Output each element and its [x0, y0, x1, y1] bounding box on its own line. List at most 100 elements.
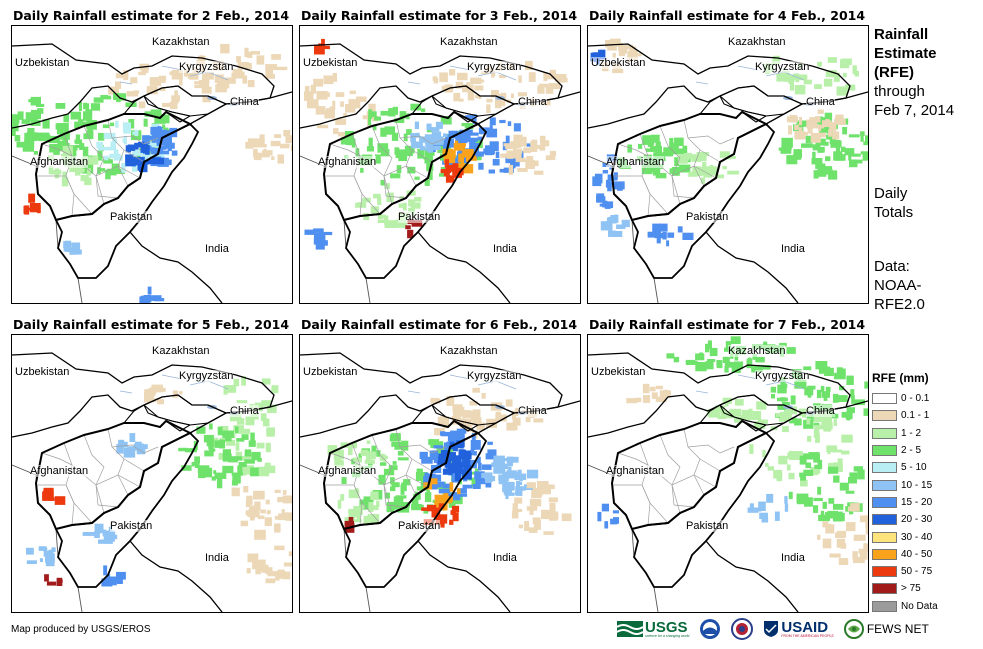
legend-item: 40 - 50	[872, 546, 938, 563]
rain-cell	[608, 216, 612, 227]
rain-cell	[283, 130, 291, 137]
province-border	[123, 458, 145, 472]
rain-cell	[395, 150, 404, 158]
country-label-pakistan: Pakistan	[686, 520, 729, 532]
rain-cell	[325, 108, 331, 118]
rain-cell	[98, 132, 105, 141]
rain-cell	[688, 171, 698, 177]
rain-cell	[324, 240, 328, 246]
rain-cell	[122, 73, 129, 77]
rain-cell	[529, 498, 542, 507]
rain-cell	[438, 453, 450, 458]
rain-cell	[505, 399, 513, 407]
rain-cell	[348, 141, 354, 146]
rain-cell	[56, 577, 63, 586]
country-label-india: India	[205, 552, 229, 564]
rain-cell	[86, 168, 91, 176]
legend-item: 0.1 - 1	[872, 407, 938, 424]
rain-cell	[613, 46, 617, 51]
rain-cell	[71, 242, 81, 252]
rain-cell	[105, 530, 116, 539]
rain-cell	[203, 434, 214, 443]
rain-cell	[24, 138, 35, 148]
rain-cell	[848, 134, 860, 138]
rain-cell	[813, 422, 820, 427]
rain-cell	[393, 496, 404, 507]
rain-cell	[103, 132, 116, 139]
rain-cell	[784, 496, 788, 504]
rainfall-panel-1: Daily Rainfall estimate for 2 Feb., 2014…	[11, 8, 298, 304]
rain-cell	[169, 71, 175, 76]
rain-cell	[786, 464, 791, 471]
rain-cell	[512, 508, 522, 513]
rain-cell	[75, 169, 81, 176]
legend-label: 1 - 2	[901, 427, 922, 439]
country-label-text: Kazakhstan	[440, 345, 498, 357]
rain-cell	[435, 121, 443, 129]
rain-cell	[127, 446, 137, 450]
rain-cell	[317, 124, 329, 129]
rain-cell	[840, 59, 850, 69]
rain-cell	[94, 523, 104, 534]
rain-cell	[163, 127, 169, 131]
rain-cell	[612, 68, 624, 74]
rain-cell	[862, 154, 868, 161]
rain-cell	[245, 415, 255, 426]
rain-cell	[373, 193, 381, 199]
rain-cell	[79, 143, 85, 150]
rain-cell	[37, 205, 41, 214]
rain-cell	[62, 139, 69, 145]
rain-cell	[452, 444, 458, 452]
rain-cell	[803, 366, 812, 371]
rain-cell	[476, 422, 485, 431]
rain-cell	[837, 458, 843, 463]
rain-cell	[255, 566, 261, 575]
rain-cell	[116, 444, 124, 454]
rain-cell	[383, 468, 395, 476]
rain-cell	[134, 142, 139, 150]
rain-cell	[103, 565, 108, 576]
rain-cell	[458, 149, 466, 154]
country-label-afghanistan: Afghanistan	[30, 465, 89, 477]
rain-cell	[421, 108, 426, 113]
rain-cell	[316, 91, 328, 100]
rain-cell	[225, 77, 236, 84]
rain-cell	[431, 507, 441, 518]
rain-cell	[51, 547, 56, 553]
rain-cell	[45, 557, 51, 563]
legend-label: 50 - 75	[901, 566, 933, 578]
rain-cell	[450, 158, 459, 168]
rain-cell	[524, 521, 530, 531]
rain-cell	[456, 428, 467, 434]
legend-label: 2 - 5	[901, 445, 922, 457]
rain-cell	[457, 488, 461, 495]
rain-cell	[834, 372, 846, 380]
rain-cell	[444, 445, 451, 450]
rain-cell	[447, 149, 456, 158]
rain-cell	[97, 167, 101, 174]
rain-cell	[404, 145, 415, 154]
rain-cell	[125, 154, 134, 163]
country-label-china: China	[806, 96, 835, 108]
legend-label: No Data	[901, 600, 938, 612]
rain-cell	[757, 419, 768, 425]
rain-cell	[70, 249, 82, 255]
rain-cell	[659, 390, 671, 397]
rain-cell	[54, 496, 66, 505]
province-border	[38, 175, 93, 215]
rainfall-map: Kazakhstan Uzbekistan Kyrgyzstan China Afgha…	[11, 334, 293, 613]
rain-cell	[435, 474, 442, 482]
rain-cell	[468, 129, 473, 134]
rain-cell	[852, 551, 858, 560]
rain-cell	[706, 410, 719, 414]
rain-cell	[778, 418, 786, 422]
rain-cell	[399, 195, 404, 201]
rain-cell	[257, 466, 270, 477]
rain-cell	[649, 386, 656, 392]
rain-cell	[455, 410, 467, 416]
usaid-shield-icon	[764, 621, 779, 637]
rain-cell	[337, 499, 342, 509]
rain-cell	[810, 132, 821, 143]
data-source-note: Data: NOAA- RFE2.0	[874, 257, 925, 314]
province-border	[329, 143, 361, 157]
